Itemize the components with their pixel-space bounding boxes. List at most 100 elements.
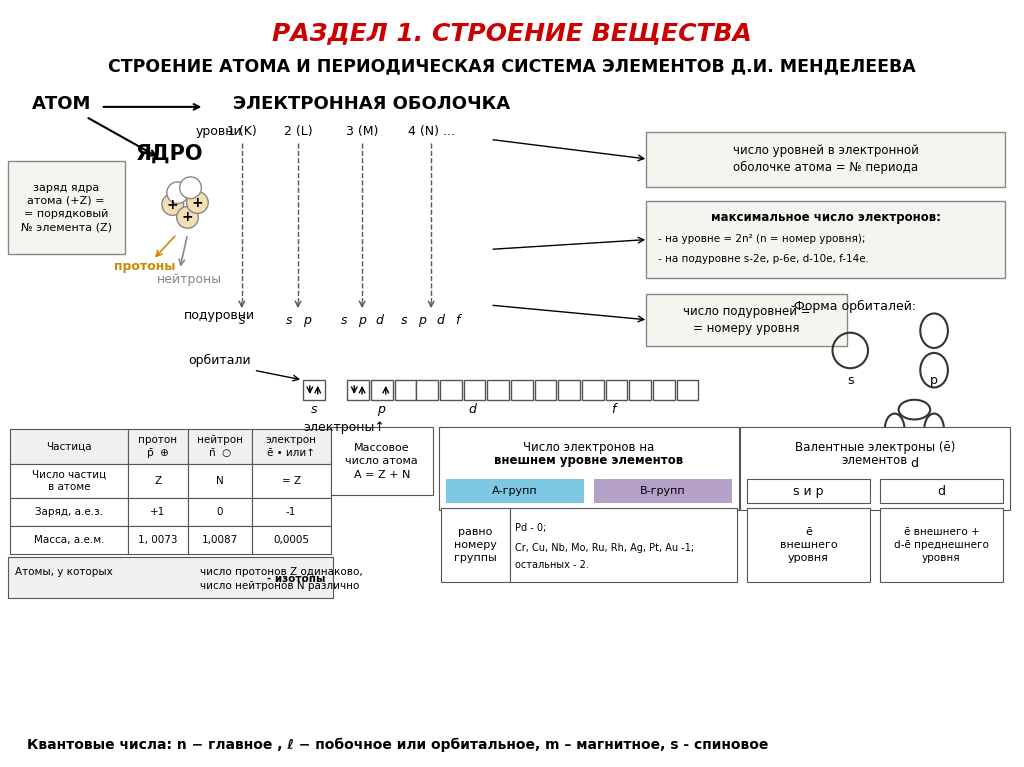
Text: уровни: уровни [196, 125, 243, 138]
Text: s: s [341, 314, 347, 328]
Text: электрон
ē • или↑: электрон ē • или↑ [265, 436, 316, 458]
Text: N: N [216, 476, 223, 486]
Text: ē внешнего +
d-ē преднешнего
уровня: ē внешнего + d-ē преднешнего уровня [894, 526, 989, 563]
Bar [252, 464, 331, 499]
Text: s: s [310, 403, 317, 416]
Text: заряд ядра
атома (+Z) =
= порядковый
№ элемента (Z): заряд ядра атома (+Z) = = порядковый № э… [20, 183, 112, 232]
Text: Z: Z [155, 476, 162, 486]
Bar [187, 464, 252, 499]
Text: А-групп: А-групп [493, 486, 538, 496]
Text: s и p: s и p [794, 485, 823, 498]
Bar [510, 509, 737, 582]
Bar [746, 479, 870, 503]
Text: Число частиц
в атоме: Число частиц в атоме [32, 470, 106, 492]
Bar [440, 380, 462, 400]
Text: 4 (N) ...: 4 (N) ... [408, 125, 455, 138]
Bar [371, 380, 392, 400]
Text: - на подуровне s-2е, p-6е, d-10е, f-14е.: - на подуровне s-2е, p-6е, d-10е, f-14е. [658, 254, 869, 264]
Circle shape [179, 177, 202, 199]
Text: 2 (L): 2 (L) [284, 125, 312, 138]
Bar [10, 526, 128, 554]
Bar [653, 380, 675, 400]
Text: d: d [910, 457, 919, 470]
Text: Частица: Частица [46, 442, 92, 452]
Bar [187, 526, 252, 554]
FancyBboxPatch shape [8, 557, 333, 598]
Text: число нейтронов N различно: число нейтронов N различно [200, 581, 359, 591]
FancyBboxPatch shape [439, 427, 739, 510]
Text: p: p [419, 314, 426, 328]
Text: d: d [469, 403, 476, 416]
Text: элементов: элементов [842, 454, 908, 467]
Text: Квантовые числа: n − главное , ℓ − побочное или орбитальное, m – магнитное, s - : Квантовые числа: n − главное , ℓ − побоч… [27, 738, 768, 752]
Text: p: p [930, 374, 938, 387]
Text: Cr, Cu, Nb, Mo, Ru, Rh, Ag, Pt, Au -1;: Cr, Cu, Nb, Mo, Ru, Rh, Ag, Pt, Au -1; [515, 543, 694, 553]
Text: Заряд, а.е.з.: Заряд, а.е.з. [35, 507, 103, 517]
Bar [303, 380, 325, 400]
Text: - на уровне = 2n² (n = номер уровня);: - на уровне = 2n² (n = номер уровня); [658, 234, 865, 244]
Text: нейтроны: нейтроны [157, 273, 222, 286]
Bar [582, 380, 604, 400]
Bar [252, 499, 331, 526]
Text: орбитали: орбитали [187, 354, 251, 367]
Bar [128, 430, 187, 464]
Text: остальных - 2.: остальных - 2. [515, 561, 589, 571]
Text: -1: -1 [286, 507, 296, 517]
Text: 1,0087: 1,0087 [202, 535, 238, 545]
Text: равно
номеру
группы: равно номеру группы [454, 527, 497, 564]
Text: +: + [191, 196, 203, 209]
FancyBboxPatch shape [739, 427, 1010, 510]
Bar [630, 380, 651, 400]
Bar [128, 526, 187, 554]
Text: 3 (M): 3 (M) [346, 125, 378, 138]
FancyBboxPatch shape [331, 427, 433, 495]
Text: число протонов Z одинаково,: число протонов Z одинаково, [200, 568, 362, 578]
Text: СТРОЕНИЕ АТОМА И ПЕРИОДИЧЕСКАЯ СИСТЕМА ЭЛЕМЕНТОВ Д.И. МЕНДЕЛЕЕВА: СТРОЕНИЕ АТОМА И ПЕРИОДИЧЕСКАЯ СИСТЕМА Э… [109, 58, 915, 75]
Text: +1: +1 [151, 507, 166, 517]
Text: максимальное число электронов:: максимальное число электронов: [711, 211, 941, 224]
Bar [187, 499, 252, 526]
Bar [535, 380, 556, 400]
Text: 1 (K): 1 (K) [227, 125, 257, 138]
Bar [187, 430, 252, 464]
Circle shape [162, 193, 183, 216]
Bar [128, 499, 187, 526]
FancyBboxPatch shape [646, 131, 1006, 186]
Bar [128, 464, 187, 499]
Text: s: s [239, 314, 245, 328]
Text: Форма орбиталей:: Форма орбиталей: [795, 300, 916, 313]
Bar [594, 479, 732, 503]
Bar [10, 430, 128, 464]
Text: s: s [401, 314, 408, 328]
Text: ē
внешнего
уровня: ē внешнего уровня [779, 526, 838, 563]
Text: d: d [436, 314, 444, 328]
Text: Число электронов на: Число электронов на [523, 440, 654, 453]
Text: p: p [303, 314, 311, 328]
Bar [511, 380, 532, 400]
Text: Масса, а.е.м.: Масса, а.е.м. [34, 535, 104, 545]
Text: протоны: протоны [115, 260, 176, 273]
Bar [252, 430, 331, 464]
Bar [10, 464, 128, 499]
Text: ЭЛЕКТРОННАЯ ОБОЛОЧКА: ЭЛЕКТРОННАЯ ОБОЛОЧКА [233, 95, 511, 113]
Bar [445, 479, 584, 503]
Text: = Z: = Z [282, 476, 301, 486]
Text: электроны↑: электроны↑ [303, 421, 385, 434]
Bar [558, 380, 580, 400]
Text: протон
p̄  ⊕: протон p̄ ⊕ [138, 436, 177, 458]
Text: АТОМ: АТОМ [32, 95, 91, 113]
Text: +: + [167, 198, 178, 212]
Bar [252, 526, 331, 554]
Bar [417, 380, 438, 400]
Bar [464, 380, 485, 400]
Bar [605, 380, 628, 400]
Text: число уровней в электронной
оболочке атома = № периода: число уровней в электронной оболочке ато… [732, 144, 919, 174]
Bar [880, 509, 1004, 582]
Circle shape [186, 192, 208, 213]
Text: 1, 0073: 1, 0073 [138, 535, 178, 545]
Text: p: p [358, 314, 366, 328]
Text: d: d [376, 314, 384, 328]
Text: s: s [286, 314, 293, 328]
Text: f: f [611, 403, 615, 416]
Text: подуровни: подуровни [183, 309, 255, 322]
